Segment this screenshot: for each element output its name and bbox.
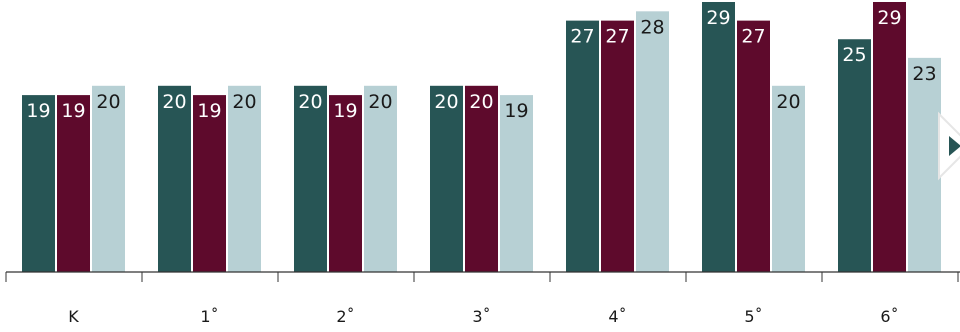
bar-5˚-series-1 — [702, 2, 735, 272]
value-label: 20 — [368, 91, 392, 113]
chevron-right-icon — [938, 111, 960, 181]
value-label: 20 — [162, 91, 186, 113]
value-label: 20 — [96, 91, 120, 113]
category-label: 2˚ — [336, 307, 354, 326]
value-labels-layer: 19 19 20 20 19 20 20 19 20 20 20 19 27 27 28 29 27 20 25 29… — [26, 7, 936, 122]
category-label: 4˚ — [608, 307, 626, 326]
value-label: 19 — [26, 100, 50, 122]
bars-layer — [22, 2, 941, 273]
category-label: K — [68, 307, 79, 326]
value-label: 27 — [605, 26, 629, 48]
bar-K-series-3 — [92, 85, 125, 272]
value-label: 19 — [197, 100, 221, 122]
x-axis-labels: K 1˚ 2˚ 3˚ 4˚ 5˚ 6˚ — [68, 307, 898, 326]
bar-2˚-series-1 — [294, 85, 327, 272]
value-label: 19 — [61, 100, 85, 122]
bar-1˚-series-3 — [228, 85, 261, 272]
value-label: 23 — [912, 63, 936, 85]
value-label: 19 — [504, 100, 528, 122]
bar-3˚-series-3 — [500, 95, 533, 272]
bar-1˚-series-1 — [158, 85, 191, 272]
bar-K-series-2 — [57, 95, 90, 272]
next-arrow-button[interactable] — [935, 110, 960, 182]
category-label: 5˚ — [744, 307, 762, 326]
bar-6˚-series-2 — [873, 2, 906, 272]
value-label: 20 — [232, 91, 256, 113]
value-label: 28 — [640, 16, 664, 38]
bar-1˚-series-2 — [193, 95, 226, 272]
bar-6˚-series-3 — [908, 57, 941, 273]
value-label: 25 — [842, 44, 866, 66]
value-label: 20 — [434, 91, 458, 113]
value-label: 19 — [333, 100, 357, 122]
bar-6˚-series-1 — [838, 39, 871, 272]
bar-4˚-series-1 — [566, 20, 599, 272]
bar-3˚-series-1 — [430, 85, 463, 272]
bar-K-series-1 — [22, 95, 55, 272]
category-label: 1˚ — [200, 307, 218, 326]
category-label: 3˚ — [472, 307, 490, 326]
value-label: 20 — [469, 91, 493, 113]
bar-4˚-series-3 — [636, 11, 669, 273]
value-label: 27 — [570, 26, 594, 48]
x-axis-ticks — [5, 272, 959, 282]
bar-5˚-series-3 — [772, 85, 805, 272]
bar-2˚-series-3 — [364, 85, 397, 272]
category-label: 6˚ — [880, 307, 898, 326]
bar-2˚-series-2 — [329, 95, 362, 272]
value-label: 29 — [877, 7, 901, 29]
value-label: 29 — [706, 7, 730, 29]
value-label: 27 — [741, 26, 765, 48]
value-label: 20 — [776, 91, 800, 113]
bar-3˚-series-2 — [465, 85, 498, 272]
value-label: 20 — [298, 91, 322, 113]
bar-4˚-series-2 — [601, 20, 634, 272]
bar-5˚-series-2 — [737, 20, 770, 272]
